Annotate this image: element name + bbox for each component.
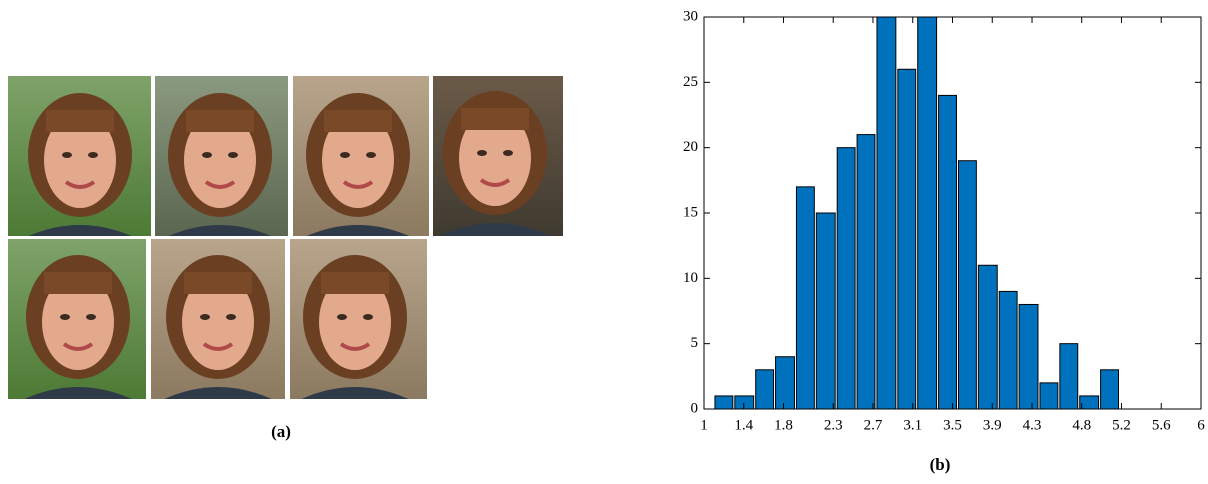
- bar: [857, 135, 875, 409]
- photo: [290, 239, 427, 412]
- bar: [756, 370, 774, 409]
- photo: [8, 239, 146, 412]
- bar: [999, 291, 1017, 409]
- bar: [715, 396, 733, 409]
- panel-label: (b): [930, 455, 951, 474]
- figure: (a) (b) 0 5 10 15 20 25 30 1 1.4 1.8 2.3 2.7 3.1 3.5 3…: [0, 0, 1208, 479]
- x-tick-label: 4.3: [1023, 417, 1042, 433]
- panel-label: (a): [271, 422, 291, 441]
- bar: [1060, 344, 1078, 409]
- bar: [877, 17, 896, 409]
- bar: [776, 357, 795, 409]
- x-tick-label: 3.5: [943, 417, 962, 433]
- photo: [8, 76, 151, 250]
- x-tick-label: 1.4: [734, 417, 753, 433]
- bar: [939, 95, 957, 409]
- x-tick-label: 5.2: [1112, 417, 1131, 433]
- bar: [1019, 304, 1038, 409]
- x-tick-label: 1.8: [774, 417, 793, 433]
- y-tick-label: 10: [683, 270, 698, 286]
- bar: [1080, 396, 1099, 409]
- y-tick-label: 0: [691, 400, 699, 416]
- page: (a) (b) 0 5 10 15 20 25 30 1 1.4 1.8 2.3 2.7 3.1 3.5 3…: [0, 0, 1208, 484]
- y-tick-label: 15: [683, 204, 698, 220]
- x-tick-label: 6: [1197, 417, 1205, 433]
- bar: [816, 213, 835, 409]
- bar: [918, 17, 937, 409]
- photo: [433, 76, 563, 248]
- photo: [151, 239, 285, 412]
- x-tick-label: 2.7: [864, 417, 883, 433]
- bar: [958, 161, 976, 409]
- bar: [898, 69, 916, 409]
- bar: [796, 187, 814, 409]
- bar: [1101, 370, 1119, 409]
- bar: [1040, 383, 1058, 409]
- y-tick-label: 20: [683, 139, 698, 155]
- y-tick-label: 25: [683, 74, 698, 90]
- bar: [978, 265, 997, 409]
- x-tick-label: 3.1: [903, 417, 922, 433]
- y-tick-label: 30: [683, 8, 698, 24]
- photo: [155, 76, 288, 250]
- y-tick-label: 5: [691, 335, 699, 351]
- photo: [293, 76, 429, 250]
- x-tick-label: 2.3: [824, 417, 843, 433]
- x-tick-label: 4.8: [1072, 417, 1091, 433]
- bar: [837, 148, 855, 409]
- x-tick-label: 5.6: [1152, 417, 1171, 433]
- x-tick-label: 3.9: [983, 417, 1002, 433]
- x-tick-label: 1: [700, 417, 708, 433]
